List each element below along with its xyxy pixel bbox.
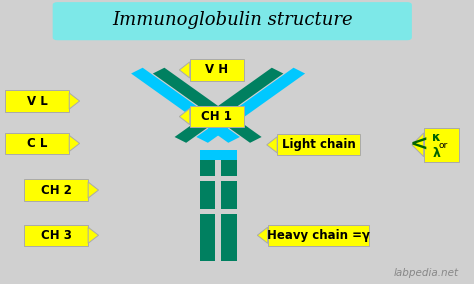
- Text: CH 3: CH 3: [41, 229, 72, 242]
- Polygon shape: [179, 108, 190, 125]
- FancyBboxPatch shape: [53, 2, 412, 40]
- FancyBboxPatch shape: [424, 128, 459, 162]
- Text: V L: V L: [27, 95, 48, 108]
- FancyBboxPatch shape: [268, 225, 369, 246]
- Polygon shape: [69, 135, 80, 151]
- Polygon shape: [179, 62, 190, 78]
- FancyBboxPatch shape: [190, 106, 244, 127]
- Bar: [200, 151, 215, 261]
- Text: V H: V H: [205, 63, 228, 76]
- FancyBboxPatch shape: [190, 59, 244, 81]
- FancyBboxPatch shape: [5, 133, 69, 154]
- Bar: [221, 151, 237, 261]
- Text: C L: C L: [27, 137, 47, 150]
- FancyBboxPatch shape: [24, 225, 88, 246]
- Text: labpedia.net: labpedia.net: [394, 268, 459, 278]
- FancyBboxPatch shape: [277, 134, 360, 155]
- Text: or: or: [438, 141, 448, 150]
- Bar: [153, 68, 262, 143]
- Polygon shape: [267, 137, 277, 153]
- Bar: [174, 68, 283, 143]
- FancyBboxPatch shape: [5, 90, 69, 112]
- Polygon shape: [69, 93, 80, 109]
- Text: Immunoglobulin structure: Immunoglobulin structure: [112, 11, 353, 30]
- Bar: [199, 176, 237, 181]
- Polygon shape: [88, 227, 99, 243]
- Polygon shape: [88, 182, 99, 198]
- Text: CH 1: CH 1: [201, 110, 232, 123]
- Text: <: <: [410, 135, 428, 155]
- Text: κ: κ: [432, 131, 440, 144]
- FancyBboxPatch shape: [24, 179, 88, 201]
- Text: CH 2: CH 2: [41, 183, 72, 197]
- Bar: [196, 68, 305, 143]
- Bar: [199, 209, 237, 214]
- Text: λ: λ: [432, 147, 440, 160]
- Text: Light chain: Light chain: [282, 138, 356, 151]
- Bar: [131, 68, 240, 143]
- Text: Heavy chain =γ: Heavy chain =γ: [267, 229, 370, 242]
- Polygon shape: [412, 133, 424, 157]
- Bar: [200, 151, 237, 160]
- Polygon shape: [257, 227, 268, 243]
